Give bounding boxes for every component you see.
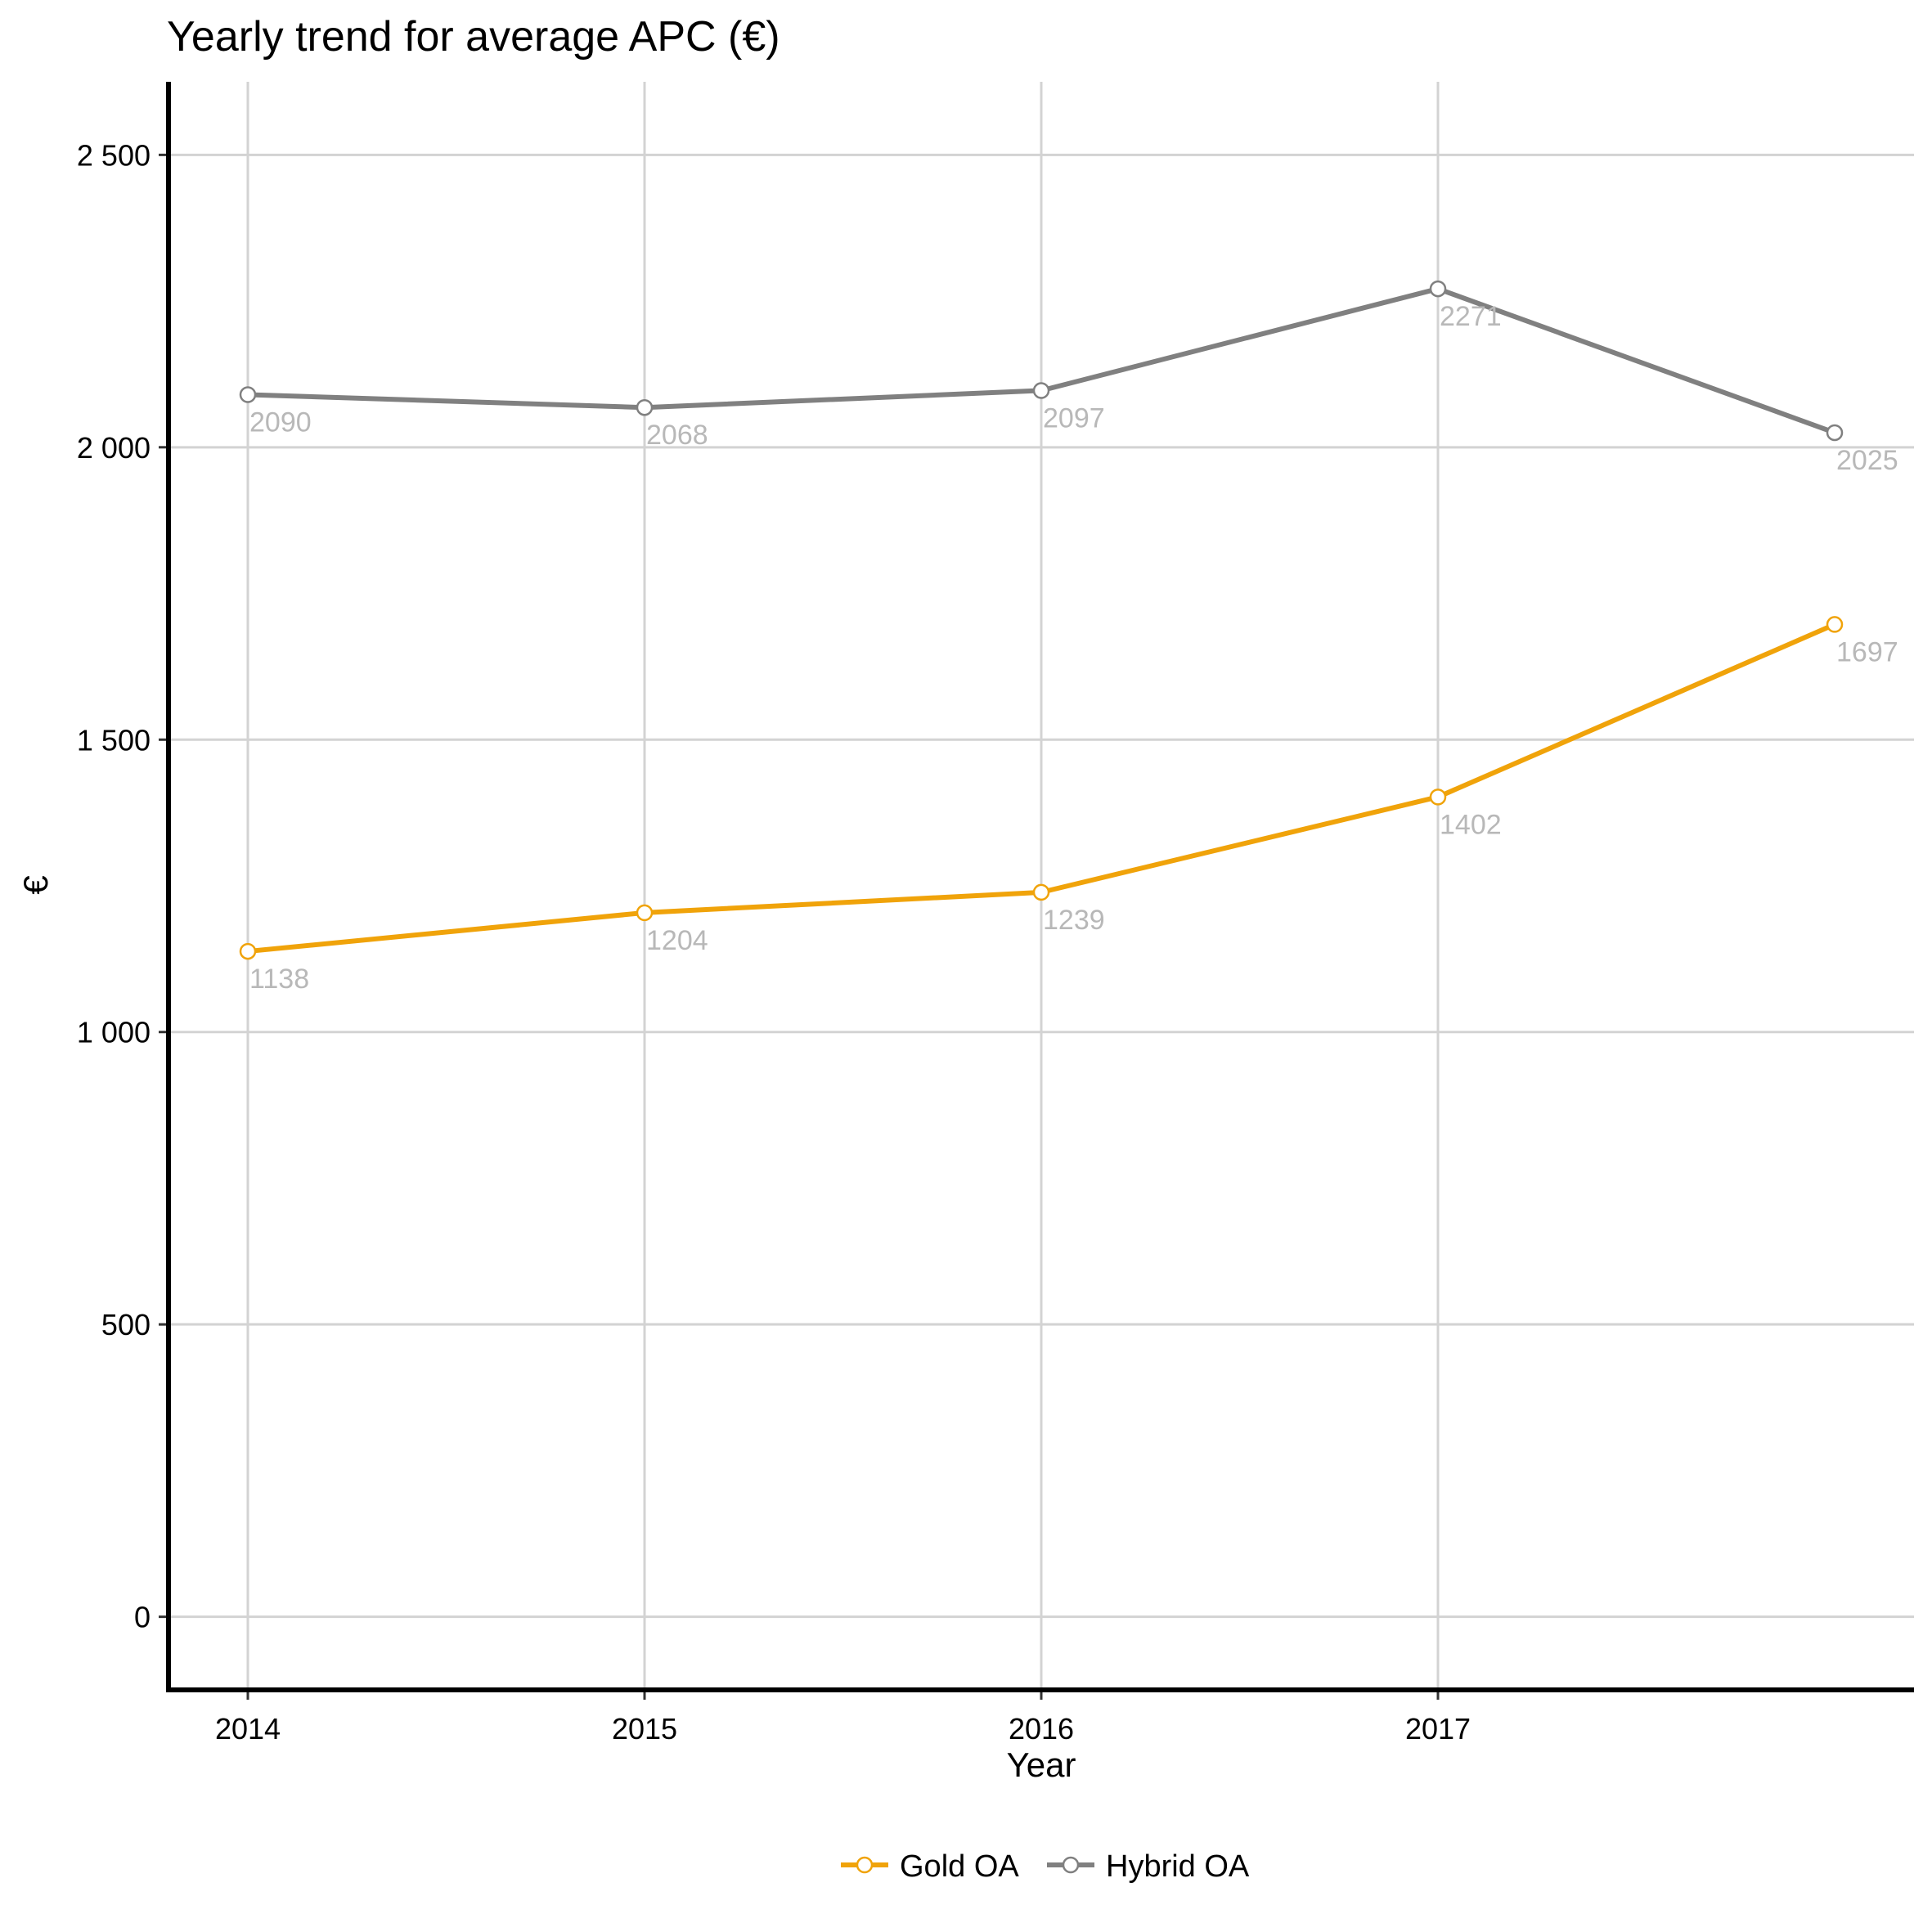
data-label-gold-oa-2016: 1239 xyxy=(1043,905,1105,936)
data-point-hybrid-oa-2016 xyxy=(1032,382,1050,399)
data-label-hybrid-oa-2015: 2068 xyxy=(646,420,708,451)
y-axis-label: € xyxy=(16,875,55,894)
data-label-gold-oa-2018: 1697 xyxy=(1836,636,1898,667)
data-point-hybrid-oa-2015 xyxy=(636,398,654,416)
tick-labels: 0 500 1 000 1 500 2 000 2 500 2014 2015 2016 2017 xyxy=(77,138,1471,1746)
y-tick-label-2000: 2 000 xyxy=(77,431,151,465)
x-tick-label-2016: 2016 xyxy=(1009,1712,1074,1746)
data-label-hybrid-oa-2016: 2097 xyxy=(1043,402,1105,434)
y-tick-label-500: 500 xyxy=(101,1308,151,1341)
legend-item-hybrid-oa: Hybrid OA xyxy=(1047,1849,1250,1884)
data-point-gold-oa-2016 xyxy=(1032,883,1050,901)
data-point-gold-oa-2015 xyxy=(636,904,654,922)
data-point-gold-oa-2017 xyxy=(1429,789,1447,806)
y-tick-label-2500: 2 500 xyxy=(77,138,151,172)
y-tick-label-0: 0 xyxy=(134,1601,151,1634)
data-point-hybrid-oa-2018 xyxy=(1826,424,1844,442)
chart-title: Yearly trend for average APC (€) xyxy=(167,13,780,61)
data-labels: 1138 1204 1239 1402 1697 2090 2068 2097 2271 2025 xyxy=(249,301,1898,995)
axes xyxy=(159,82,1914,1700)
data-label-hybrid-oa-2018: 2025 xyxy=(1836,445,1898,476)
x-tick-label-2017: 2017 xyxy=(1405,1712,1471,1746)
x-axis-label: Year xyxy=(1007,1746,1076,1784)
legend-label-gold-oa: Gold OA xyxy=(900,1849,1019,1884)
legend-key-point-gold-oa xyxy=(856,1856,874,1874)
legend-key-point-hybrid-oa xyxy=(1062,1856,1080,1874)
y-tick-label-1500: 1 500 xyxy=(77,723,151,757)
data-label-hybrid-oa-2017: 2271 xyxy=(1440,301,1502,332)
data-label-gold-oa-2014: 1138 xyxy=(249,964,309,995)
legend: Gold OA Hybrid OA xyxy=(841,1849,1250,1884)
data-label-gold-oa-2017: 1402 xyxy=(1440,809,1502,840)
legend-label-hybrid-oa: Hybrid OA xyxy=(1106,1849,1250,1884)
data-point-gold-oa-2014 xyxy=(239,942,257,960)
legend-item-gold-oa: Gold OA xyxy=(841,1849,1019,1884)
series-lines xyxy=(239,280,1844,960)
data-label-hybrid-oa-2014: 2090 xyxy=(249,407,312,438)
data-point-hybrid-oa-2014 xyxy=(239,386,257,403)
y-tick-label-1000: 1 000 xyxy=(77,1016,151,1049)
data-label-gold-oa-2015: 1204 xyxy=(646,925,708,956)
x-tick-label-2015: 2015 xyxy=(612,1712,677,1746)
x-tick-label-2014: 2014 xyxy=(215,1712,281,1746)
data-point-hybrid-oa-2017 xyxy=(1429,280,1447,298)
data-point-gold-oa-2018 xyxy=(1826,616,1844,633)
